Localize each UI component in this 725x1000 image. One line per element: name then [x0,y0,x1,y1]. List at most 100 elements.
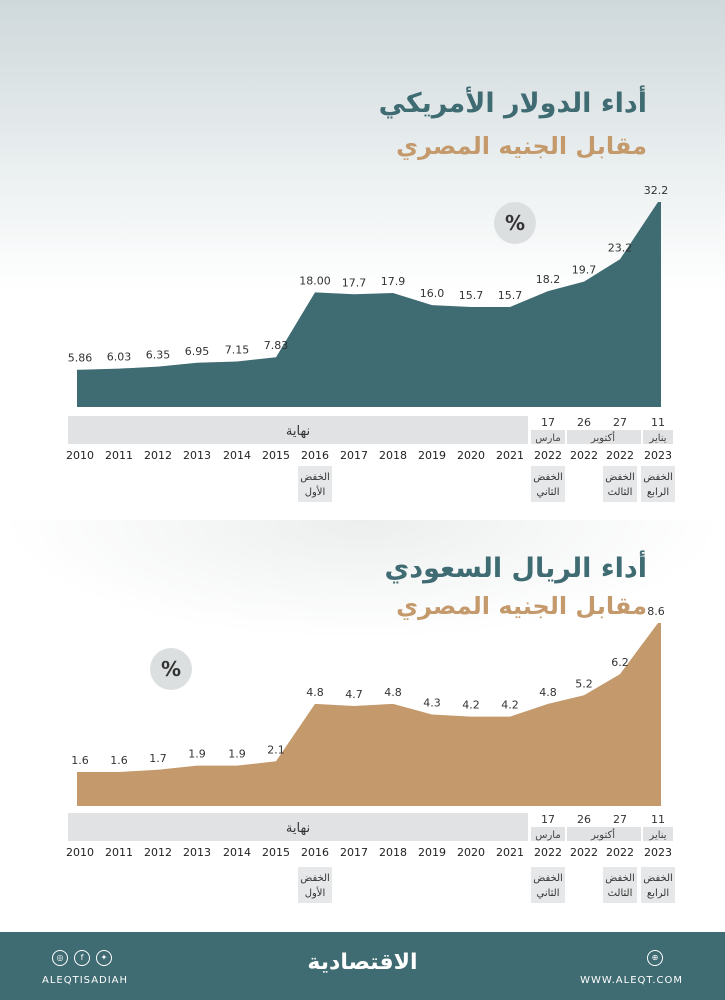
brand-logo: الاقتصادية [307,950,418,975]
chart2-value-label: 1.6 [71,754,89,767]
chart2-date-day: 27 [613,813,627,826]
chart2-value-label: 4.2 [462,699,480,712]
chart2-devaluation-box [603,867,637,903]
chart1-x-tick-label: 2023 [644,449,672,462]
chart1-value-label: 7.83 [264,339,289,352]
chart1-x-tick-label: 2019 [418,449,446,462]
chart2-date-day: 11 [651,813,665,826]
chart1-x-tick-label: 2012 [144,449,172,462]
chart2-devaluation-label: الأول [305,886,326,899]
chart2-value-label: 4.8 [384,686,402,699]
chart2-title: أداء الريال السعودي [384,553,648,584]
chart1-percent-badge: % [494,202,536,244]
chart2-date-month: مارس [535,830,560,841]
chart2-x-tick-label: 2019 [418,846,446,859]
chart2-x-tick-label: 2018 [379,846,407,859]
chart1-date-day: 26 [577,416,591,429]
chart1-date-day: 27 [613,416,627,429]
chart1-value-label: 16.0 [420,287,445,300]
chart1-value-label: 19.7 [572,264,597,277]
chart2-svg: 1.6 1.6 1.7 1.9 1.9 2.1 4.8 4.7 4.8 4.3 4.2 4.2 4.8 5… [66,605,675,903]
chart2-x-tick-label: 2017 [340,846,368,859]
chart2-period-january-bar [643,827,673,841]
chart1-x-tick-label: 2020 [457,449,485,462]
website-link[interactable]: WWW.ALEQT.COM [580,975,683,986]
instagram-icon[interactable]: ◎ [52,950,68,966]
chart2-period-march-bar [531,827,565,841]
chart1-value-label: 32.2 [644,184,669,197]
chart1-period-end-bar [68,416,528,444]
chart2-value-label: 5.2 [575,677,593,690]
chart1-value-label: 6.03 [107,351,132,364]
chart1-date-day: 17 [541,416,555,429]
chart1-x-tick-label: 2010 [66,449,94,462]
chart1-x-tick-label: 2015 [262,449,290,462]
chart2-devaluation-label: الرابع [647,888,669,899]
chart1-value-label: 17.7 [342,276,367,289]
chart2-value-label: 2.1 [267,743,285,756]
chart1-period-march-bar [531,430,565,444]
chart2-devaluation-label: الخفض [643,873,673,884]
facebook-icon[interactable]: f [74,950,90,966]
chart1-date-month: أكتوبر [590,431,615,444]
chart2-subtitle: مقابل الجنيه المصري [396,592,647,620]
chart1-x-tick-label: 2014 [223,449,251,462]
chart2-x-tick-label: 2023 [644,846,672,859]
chart1-value-label: 23.2 [608,241,633,254]
chart2-x-tick-label: 2022 [606,846,634,859]
chart1-x-tick-label: 2016 [301,449,329,462]
chart2-area [77,623,661,806]
chart1-x-tick-label: 2022 [534,449,562,462]
chart2-period-end-bar [68,813,528,841]
chart1-date-day: 11 [651,416,665,429]
chart1-x-tick-label: 2011 [105,449,133,462]
chart1-devaluation-label: الخفض [533,472,563,483]
chart2-x-tick-label: 2013 [183,846,211,859]
chart1-devaluation-label: الرابع [647,487,669,498]
chart2-devaluation-label: الثالث [608,888,633,899]
social-handle[interactable]: ALEQTISADIAH [42,975,129,986]
chart2-x-tick-label: 2015 [262,846,290,859]
chart2-value-label: 1.6 [110,754,128,767]
chart1-x-tick-label: 2022 [606,449,634,462]
chart1-devaluation-box [298,466,332,502]
chart1-x-tick-label: 2022 [570,449,598,462]
chart2-value-label: 4.7 [345,688,363,701]
chart2-period-october-bar [567,827,641,841]
chart2-date-month: أكتوبر [590,828,615,841]
chart1-period-end-label: نهاية [286,424,310,439]
chart2-value-label: 4.8 [306,686,324,699]
chart2-date-day: 17 [541,813,555,826]
chart2-value-label: 1.7 [149,752,167,765]
chart1-value-label: 15.7 [459,289,484,302]
chart2-devaluation-label: الخفض [533,873,563,884]
chart2-devaluation-label: الخفض [605,873,635,884]
chart2-value-label: 4.2 [501,699,519,712]
chart2-period-end-label: نهاية [286,821,310,836]
chart1-value-label: 15.7 [498,289,523,302]
chart1-svg: 5.86 6.03 6.35 6.95 7.15 7.83 18.00 17.7 17.9 16.… [66,184,675,502]
chart1-title: أداء الدولار الأمريكي [378,88,647,119]
chart2-percent-badge: % [150,648,192,690]
chart2-value-label: 6.2 [611,656,629,669]
chart2-value-label: 1.9 [188,748,206,761]
chart1-devaluation-box [603,466,637,502]
chart1-value-label: 5.86 [68,352,93,365]
chart1-period-october-bar [567,430,641,444]
footer: ◎ f ✦ ALEQTISADIAH الاقتصادية ⊕ WWW.ALEQ… [0,932,725,1000]
section-background [0,520,725,640]
chart2-value-label: 1.9 [228,748,246,761]
chart2-devaluation-box [641,867,675,903]
chart1-period-january-bar [643,430,673,444]
chart2-value-label: 8.6 [647,605,665,618]
chart1-devaluation-label: الأول [305,485,326,498]
chart1-date-month: مارس [535,433,560,444]
chart1-devaluation-label: الخفض [643,472,673,483]
globe-icon: ⊕ [647,950,663,966]
chart1-value-label: 18.00 [299,274,331,287]
twitter-icon[interactable]: ✦ [96,950,112,966]
social-icons: ◎ f ✦ [52,950,112,966]
chart1-date-month: يناير [648,433,666,444]
chart2-value-label: 4.8 [539,686,557,699]
chart1-value-label: 18.2 [536,273,561,286]
